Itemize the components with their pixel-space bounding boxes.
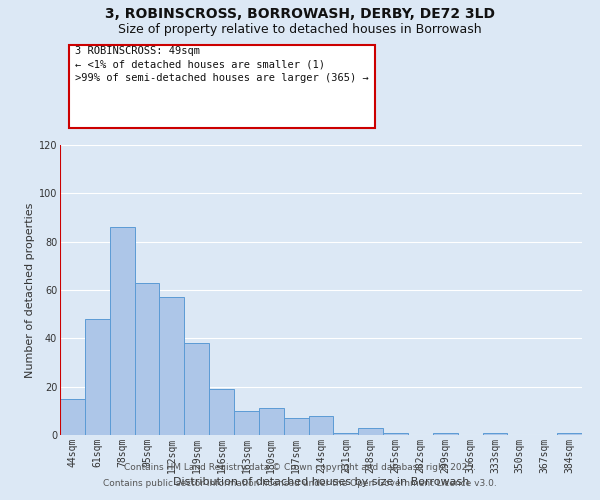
Bar — [85, 319, 110, 435]
Text: 3, ROBINSCROSS, BORROWASH, DERBY, DE72 3LD: 3, ROBINSCROSS, BORROWASH, DERBY, DE72 3… — [105, 8, 495, 22]
Bar — [234, 411, 259, 435]
Bar — [184, 343, 209, 435]
Text: 3 ROBINSCROSS: 49sqm
← <1% of detached houses are smaller (1)
>99% of semi-detac: 3 ROBINSCROSS: 49sqm ← <1% of detached h… — [75, 46, 369, 83]
Bar — [334, 432, 358, 435]
Text: Contains public sector information licensed under the Open Government Licence v3: Contains public sector information licen… — [103, 478, 497, 488]
Bar — [358, 428, 383, 435]
Bar — [433, 432, 458, 435]
Bar — [557, 432, 582, 435]
Text: Contains HM Land Registry data © Crown copyright and database right 2025.: Contains HM Land Registry data © Crown c… — [124, 464, 476, 472]
Bar — [482, 432, 508, 435]
Bar — [308, 416, 334, 435]
Bar — [259, 408, 284, 435]
Bar — [60, 399, 85, 435]
Bar — [284, 418, 308, 435]
Bar — [110, 227, 134, 435]
Bar — [134, 283, 160, 435]
Bar — [383, 432, 408, 435]
Text: Size of property relative to detached houses in Borrowash: Size of property relative to detached ho… — [118, 22, 482, 36]
Bar — [160, 297, 184, 435]
Bar — [209, 389, 234, 435]
Y-axis label: Number of detached properties: Number of detached properties — [25, 202, 35, 378]
X-axis label: Distribution of detached houses by size in Borrowash: Distribution of detached houses by size … — [173, 477, 469, 487]
